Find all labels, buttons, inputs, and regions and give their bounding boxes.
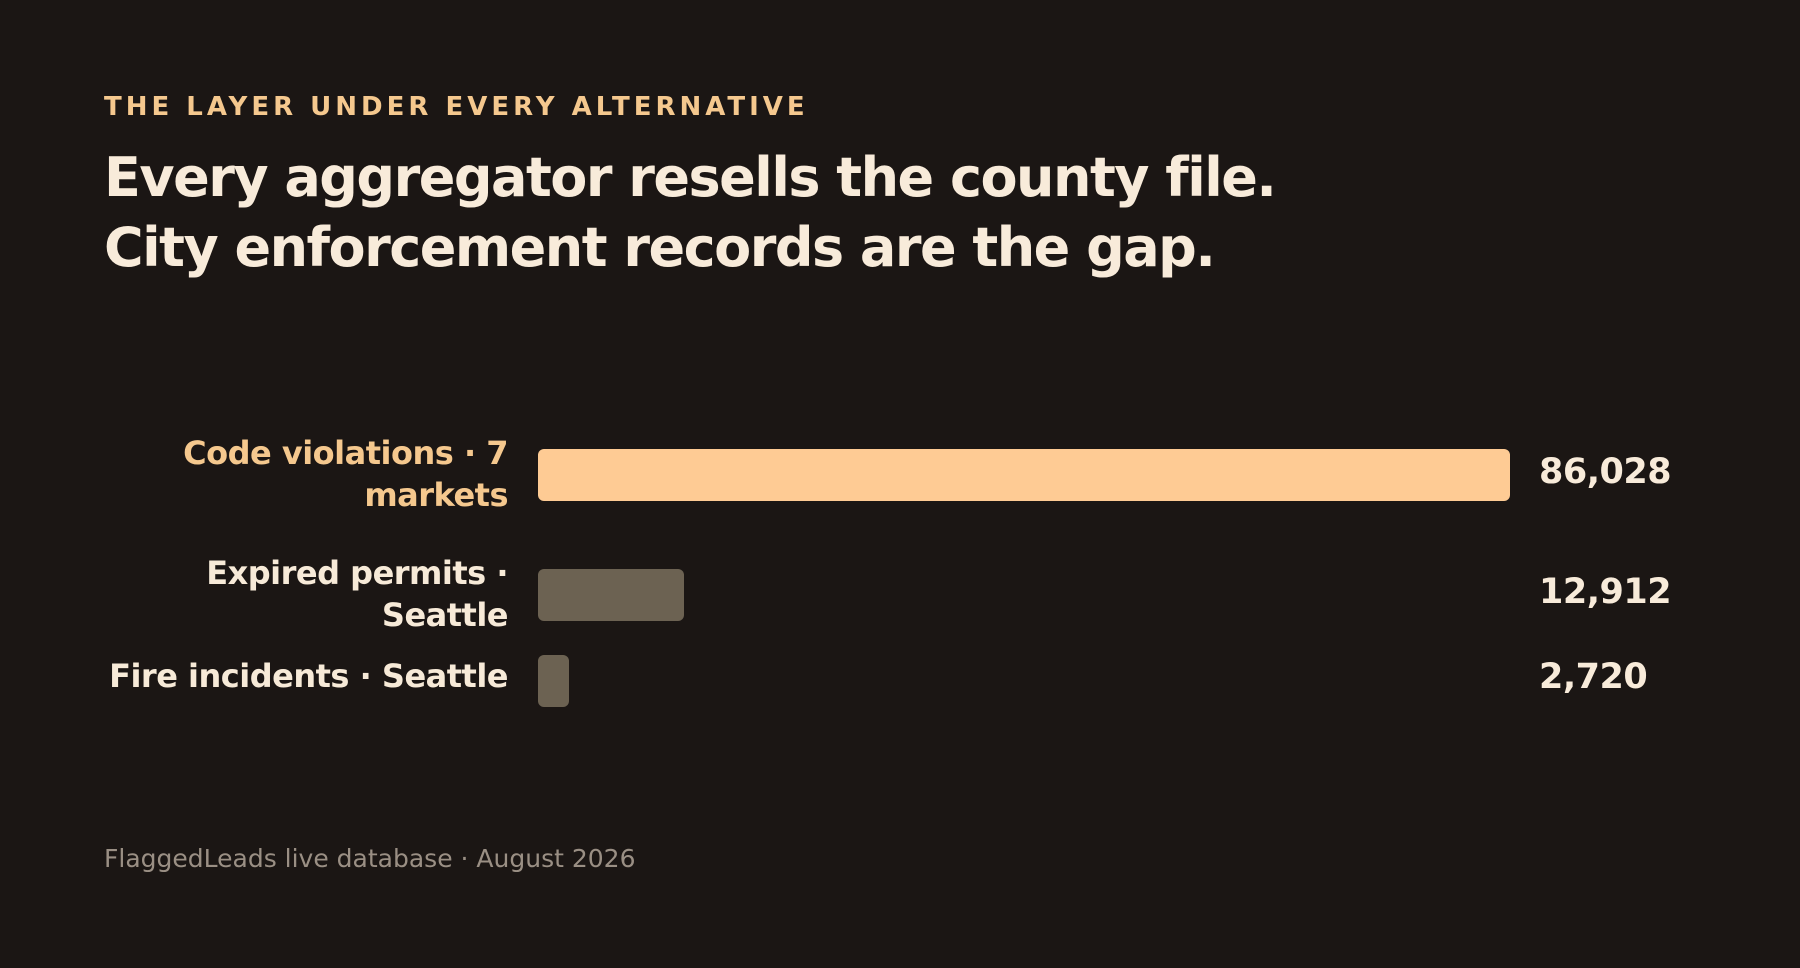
value-label: 86,028	[1539, 452, 1672, 492]
category-label: Fire incidents · Seattle	[109, 657, 508, 695]
bar	[538, 655, 569, 707]
bar	[538, 569, 684, 621]
title-line-2: City enforcement records are the gap.	[104, 216, 1216, 279]
page-title: Every aggregator resells the county file…	[104, 143, 1704, 283]
category-label: Expired permits · Seattle	[206, 554, 508, 634]
value-label: 2,720	[1539, 657, 1648, 697]
title-line-1: Every aggregator resells the county file…	[104, 146, 1277, 209]
eyebrow-label: THE LAYER UNDER EVERY ALTERNATIVE	[104, 92, 809, 122]
bar	[538, 449, 1510, 501]
bar-chart: Code violations · 7 markets 86,028 Expir…	[0, 420, 1800, 720]
category-label: Code violations · 7 markets	[183, 434, 508, 514]
value-label: 12,912	[1539, 572, 1672, 612]
source-footer: FlaggedLeads live database · August 2026	[104, 844, 636, 873]
